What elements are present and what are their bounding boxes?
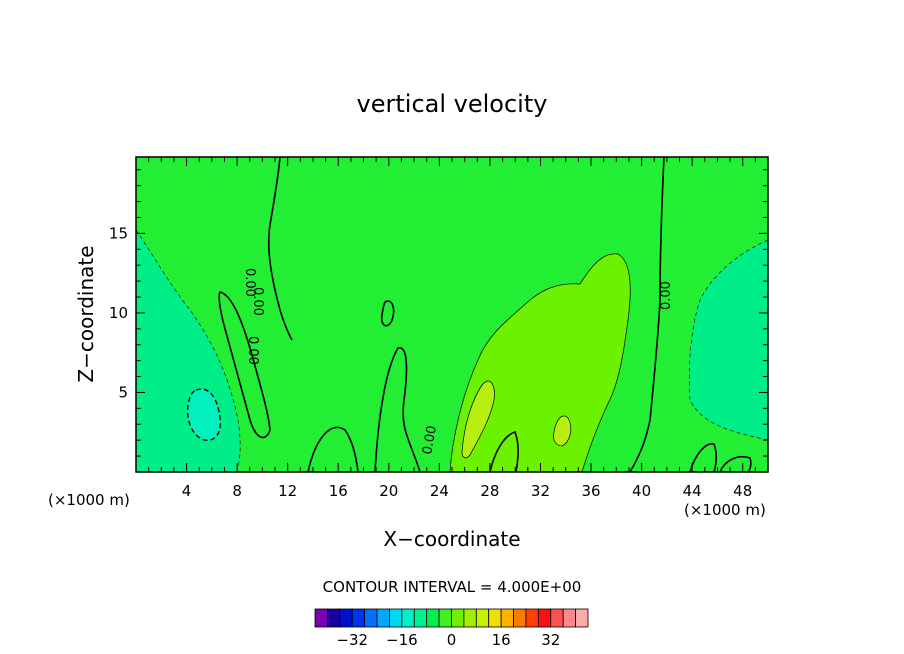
colorbar-tick-label: 0 bbox=[447, 631, 457, 649]
colorbar-tick-label: 32 bbox=[541, 631, 560, 649]
colorbar-swatch bbox=[475, 608, 490, 628]
colorbar-swatch bbox=[314, 608, 328, 628]
x-tick-label: 40 bbox=[632, 482, 651, 500]
x-tick-label: 24 bbox=[430, 482, 449, 500]
negative-core bbox=[186, 388, 221, 442]
x-tick-label: 8 bbox=[232, 482, 242, 500]
colorbar-swatch bbox=[364, 608, 378, 628]
x-tick-label: 36 bbox=[581, 482, 600, 500]
x-unit-left: (×1000 m) bbox=[48, 491, 130, 509]
contour-label: 0.00 bbox=[245, 336, 260, 365]
plot-area: 0.00 0.00 0.00 0.00 0.00 bbox=[135, 156, 769, 473]
zero-contour-7 bbox=[689, 443, 718, 473]
x-tick-label: 48 bbox=[733, 482, 752, 500]
x-tick-label: 28 bbox=[480, 482, 499, 500]
colorbar-swatch bbox=[525, 608, 539, 628]
zero-contour-2 bbox=[267, 156, 293, 341]
x-tick-label: 12 bbox=[278, 482, 297, 500]
colorbar-swatch bbox=[488, 608, 502, 628]
y-axis-label: Z−coordinate bbox=[74, 245, 98, 382]
colorbar-swatch bbox=[537, 608, 552, 628]
colorbar-ticks: −32 −16 0 16 32 bbox=[336, 631, 560, 649]
colorbar-swatch bbox=[413, 608, 428, 628]
colorbar-tick-label: −16 bbox=[386, 631, 418, 649]
zero-contour-8 bbox=[719, 456, 752, 473]
y-tick-label: 10 bbox=[109, 304, 128, 322]
colorbar-swatch bbox=[463, 608, 477, 628]
colorbar-tick-label: −32 bbox=[336, 631, 368, 649]
x-tick-label: 20 bbox=[379, 482, 398, 500]
zero-contour-4 bbox=[307, 426, 359, 473]
contour-interval-note: CONTOUR INTERVAL = 4.000E+00 bbox=[323, 578, 582, 596]
positive-spot bbox=[553, 415, 572, 447]
colorbar-swatch bbox=[451, 608, 465, 628]
x-unit-right: (×1000 m) bbox=[684, 501, 766, 519]
contour-labels: 0.00 0.00 0.00 0.00 0.00 bbox=[242, 268, 674, 456]
field-background bbox=[136, 157, 768, 472]
x-tick-label: 4 bbox=[182, 482, 192, 500]
contour-label: 0.00 bbox=[250, 287, 265, 316]
zero-contour-6 bbox=[489, 431, 519, 473]
colorbar-swatch bbox=[550, 608, 564, 628]
colorbar-swatch bbox=[339, 608, 353, 628]
positive-region-level1 bbox=[449, 253, 631, 473]
positive-region-level2 bbox=[461, 380, 495, 459]
colorbar-tick-label: 16 bbox=[492, 631, 511, 649]
contour-label: 0.00 bbox=[420, 425, 440, 456]
zero-contour-5 bbox=[374, 347, 421, 473]
negative-region-right bbox=[689, 239, 769, 441]
x-tick-label: 32 bbox=[531, 482, 550, 500]
y-axis: 5 10 15 bbox=[109, 169, 768, 457]
colorbar-swatch bbox=[401, 608, 415, 628]
zero-contour-1 bbox=[218, 291, 271, 439]
x-axis: 4 8 12 16 20 24 28 32 36 40 44 48 bbox=[148, 157, 756, 500]
colorbar-swatch bbox=[513, 608, 527, 628]
colorbar-swatch bbox=[562, 608, 576, 628]
contour-label: 0.00 bbox=[659, 281, 674, 310]
y-tick-label: 15 bbox=[109, 224, 128, 242]
colorbar-swatch bbox=[500, 608, 514, 628]
colorbar-swatch bbox=[438, 608, 452, 628]
y-tick-label: 5 bbox=[118, 383, 128, 401]
colorbar-swatch bbox=[575, 608, 589, 628]
colorbar-swatch bbox=[426, 608, 440, 628]
contour-label: 0.00 bbox=[242, 268, 257, 297]
x-tick-label: 44 bbox=[683, 482, 702, 500]
zero-contour-9 bbox=[380, 300, 395, 327]
x-axis-label: X−coordinate bbox=[383, 527, 520, 551]
x-tick-label: 16 bbox=[329, 482, 348, 500]
colorbar-swatch bbox=[327, 608, 341, 628]
colorbar bbox=[314, 608, 589, 628]
colorbar-swatch bbox=[376, 608, 390, 628]
chart-title: vertical velocity bbox=[357, 90, 548, 118]
zero-contour-3 bbox=[629, 156, 665, 473]
colorbar-swatch bbox=[351, 608, 366, 628]
colorbar-swatch bbox=[389, 608, 403, 628]
